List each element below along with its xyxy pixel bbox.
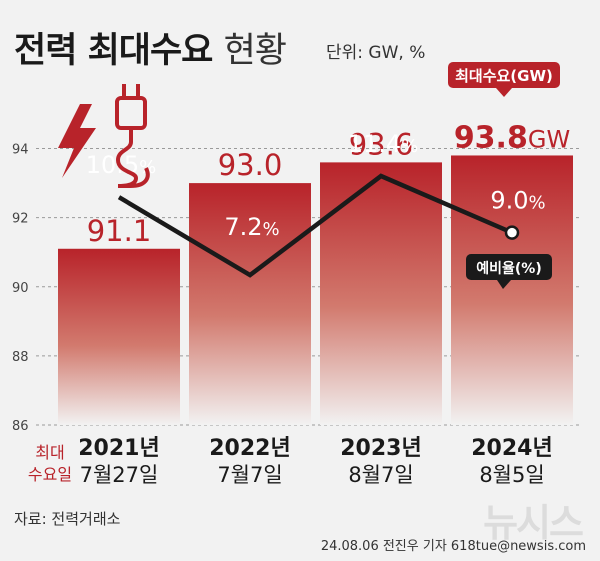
unit-label: 단위: GW, % — [326, 43, 426, 63]
y-tick-label: 94 — [12, 143, 29, 158]
title-light: 현황 — [223, 31, 287, 71]
x-tick-label: 2021년 — [78, 436, 159, 461]
x-date-label: 8월5일 — [479, 463, 544, 487]
x-tick-label: 2024년 — [471, 436, 552, 461]
plug-icon — [115, 84, 150, 188]
bar-value-label: 91.1 — [87, 214, 152, 248]
reserve-rate-line — [117, 173, 513, 278]
watermark-logo: 뉴시스 — [483, 501, 584, 545]
bar-labels: 91.1 93.0 93.6 93.8GW — [87, 120, 570, 247]
title-bold: 전력 최대수요 — [14, 31, 213, 71]
lightning-icon — [58, 104, 96, 178]
x-tick-label: 2022년 — [209, 436, 290, 461]
bars — [58, 155, 573, 425]
source-note: 자료: 전력거래소 — [14, 510, 121, 528]
x-date-label: 8월7일 — [348, 463, 413, 487]
y-tick-label: 90 — [12, 281, 29, 296]
peak-legend-callout: 최대수요(GW) — [448, 62, 560, 97]
legend-reserve-label: 예비율(%) — [476, 260, 541, 277]
bar-value-label: 93.6 — [349, 127, 414, 161]
y-axis: 86 88 90 92 94 — [12, 143, 29, 434]
y-tick-label: 92 — [12, 212, 29, 227]
x-date-label: 7월27일 — [80, 463, 159, 487]
bar — [58, 248, 180, 425]
y-tick-label: 86 — [12, 419, 29, 434]
legend-peak-label: 최대수요(GW) — [455, 67, 553, 85]
bar — [189, 183, 311, 425]
row-label-line2: 수요일 — [28, 465, 72, 484]
bar-value-label: 93.0 — [218, 148, 283, 182]
bar — [451, 155, 573, 425]
x-tick-label: 2023년 — [340, 436, 421, 461]
row-label-line1: 최대 — [35, 443, 64, 462]
reserve-value-label: 9.0% — [490, 187, 545, 215]
bar — [320, 162, 442, 425]
y-tick-label: 88 — [12, 350, 29, 365]
x-date-label: 7월7일 — [217, 463, 282, 487]
credit-line: 24.08.06 전진우 기자 618tue@newsis.com — [320, 539, 586, 554]
page-title: 전력 최대수요 현황 — [14, 22, 287, 73]
bar-value-label: 93.8GW — [454, 120, 570, 155]
reserve-rate-end-dot — [504, 225, 520, 240]
reserve-legend-callout: 예비율(%) — [466, 254, 552, 289]
